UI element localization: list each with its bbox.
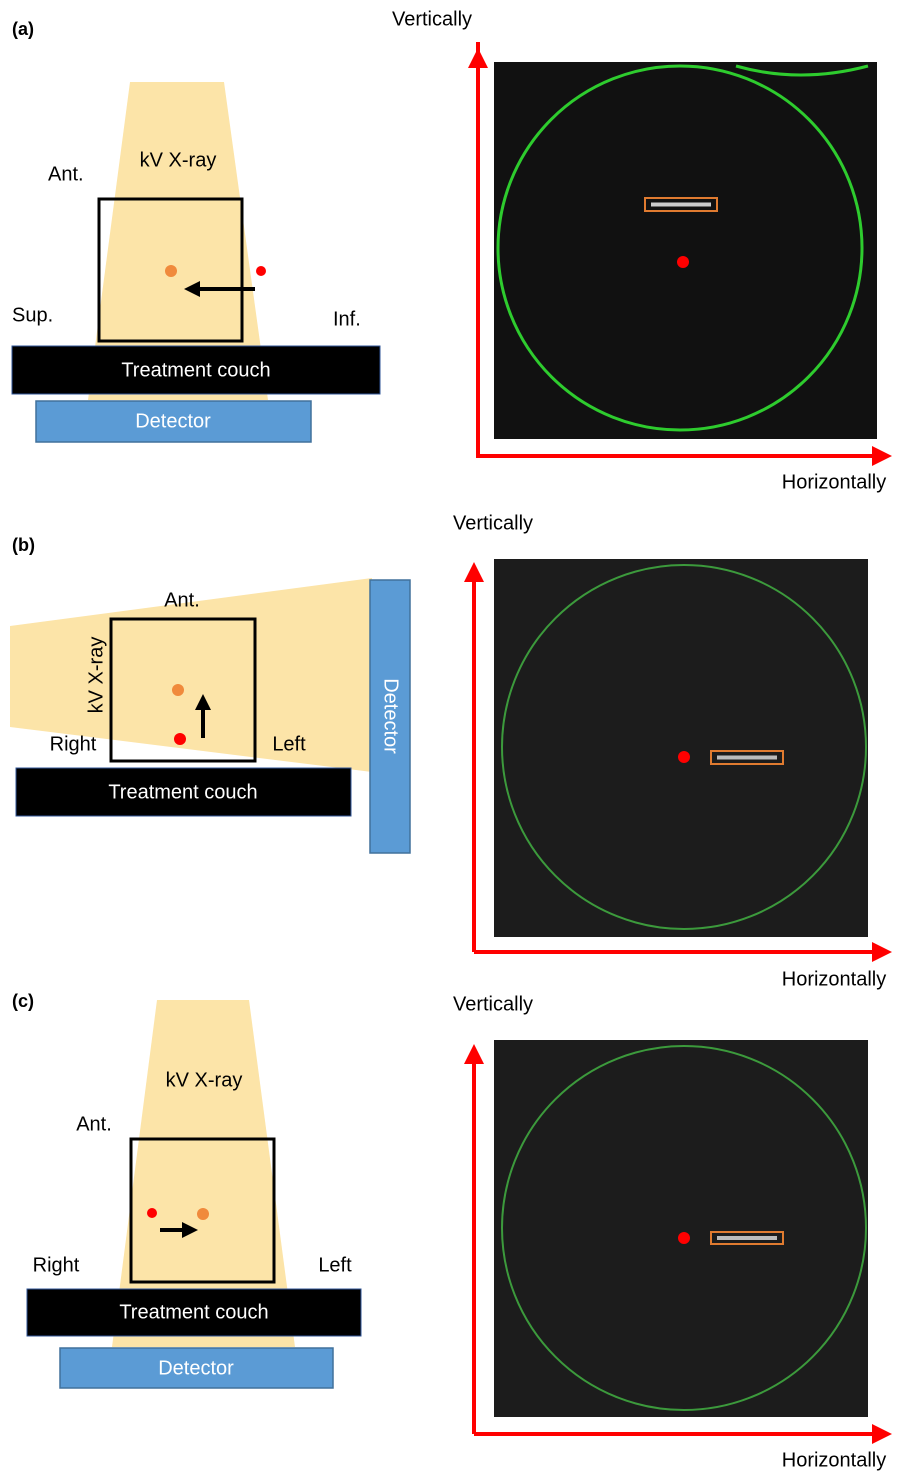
beam-label: kV X-ray — [140, 149, 217, 171]
beam-label: kV X-ray — [166, 1069, 243, 1091]
couch-label: Treatment couch — [108, 781, 257, 803]
panel-label: (c) — [12, 991, 34, 1011]
y-axis-label: Vertically — [453, 993, 533, 1015]
xray-image — [494, 559, 868, 937]
x-axis-label: Horizontally — [782, 1449, 886, 1471]
panel-label: (a) — [12, 19, 34, 39]
panel-b: (b) kV X-ray Ant. Right Left Treatment c… — [10, 512, 886, 990]
panel-c: (c) kV X-ray Ant. Right Left Treatment c… — [12, 991, 886, 1472]
detector-label: Detector — [135, 410, 211, 432]
center — [677, 256, 689, 268]
panel-label: (b) — [12, 535, 35, 555]
marker — [174, 733, 186, 745]
side-label: Left — [272, 733, 306, 755]
marker — [172, 684, 184, 696]
marker — [147, 1208, 157, 1218]
beam-label: kV X-ray — [85, 637, 107, 714]
marker — [197, 1208, 209, 1220]
center — [678, 751, 690, 763]
couch-label: Treatment couch — [121, 359, 270, 381]
marker — [165, 265, 177, 277]
y-axis-label: Vertically — [392, 8, 472, 30]
couch-label: Treatment couch — [119, 1301, 268, 1323]
side-label: Right — [50, 733, 97, 755]
ant-label: Ant. — [164, 589, 200, 611]
detector-label: Detector — [380, 678, 402, 754]
side-label: Sup. — [12, 304, 53, 326]
y-axis-label: Vertically — [453, 512, 533, 534]
figure: (a) kV X-ray Ant. Sup. Inf. Treatment co… — [0, 0, 914, 1474]
side-label: Right — [33, 1254, 80, 1276]
x-axis-label: Horizontally — [782, 968, 886, 990]
ant-label: Ant. — [76, 1113, 112, 1135]
xray-image — [494, 1040, 868, 1417]
side-label: Left — [318, 1254, 352, 1276]
ant-label: Ant. — [48, 163, 84, 185]
side-label: Inf. — [333, 308, 361, 330]
marker — [256, 266, 266, 276]
panel-a: (a) kV X-ray Ant. Sup. Inf. Treatment co… — [12, 8, 886, 493]
center — [678, 1232, 690, 1244]
x-axis-label: Horizontally — [782, 471, 886, 493]
detector-label: Detector — [158, 1357, 234, 1379]
